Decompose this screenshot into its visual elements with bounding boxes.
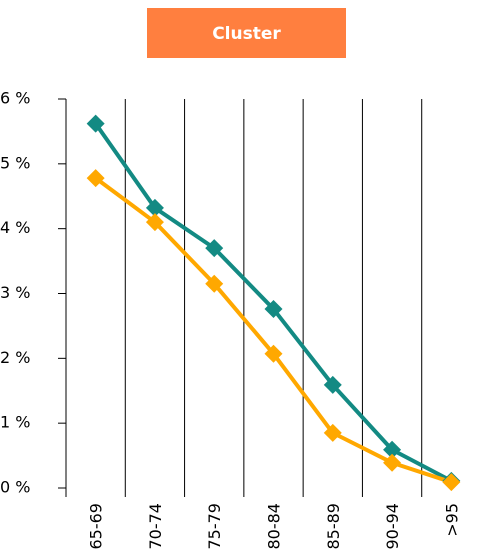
point-marker xyxy=(86,114,105,133)
x-tick-label: >95 xyxy=(442,503,461,537)
y-tick-label: 4 % xyxy=(0,218,30,237)
cluster-button-label[interactable]: Cluster xyxy=(212,24,281,44)
point-marker xyxy=(383,453,402,472)
x-tick-label: 80-84 xyxy=(265,503,284,550)
y-tick-label: 6 % xyxy=(0,89,30,108)
x-tick-label: 65-69 xyxy=(87,503,106,550)
y-tick-label: 5 % xyxy=(0,153,30,172)
point-marker xyxy=(205,239,224,258)
point-marker xyxy=(205,274,224,293)
point-marker xyxy=(145,198,164,217)
point-marker xyxy=(383,440,402,459)
point-marker xyxy=(442,473,461,492)
point-marker xyxy=(145,213,164,232)
point-marker xyxy=(264,300,283,319)
y-tick-label: 0 % xyxy=(0,478,30,497)
x-tick-label: 90-94 xyxy=(383,503,402,550)
point-marker xyxy=(264,344,283,363)
y-tick-label: 2 % xyxy=(0,348,30,367)
x-tick-label: 75-79 xyxy=(205,503,224,550)
cluster-button[interactable] xyxy=(147,8,346,58)
x-tick-label: 85-89 xyxy=(324,503,343,550)
point-marker xyxy=(323,423,342,442)
y-tick-label: 3 % xyxy=(0,283,30,302)
x-tick-label: 70-74 xyxy=(146,503,165,550)
y-tick-label: 1 % xyxy=(0,413,30,432)
point-marker xyxy=(323,375,342,394)
point-marker xyxy=(86,169,105,188)
